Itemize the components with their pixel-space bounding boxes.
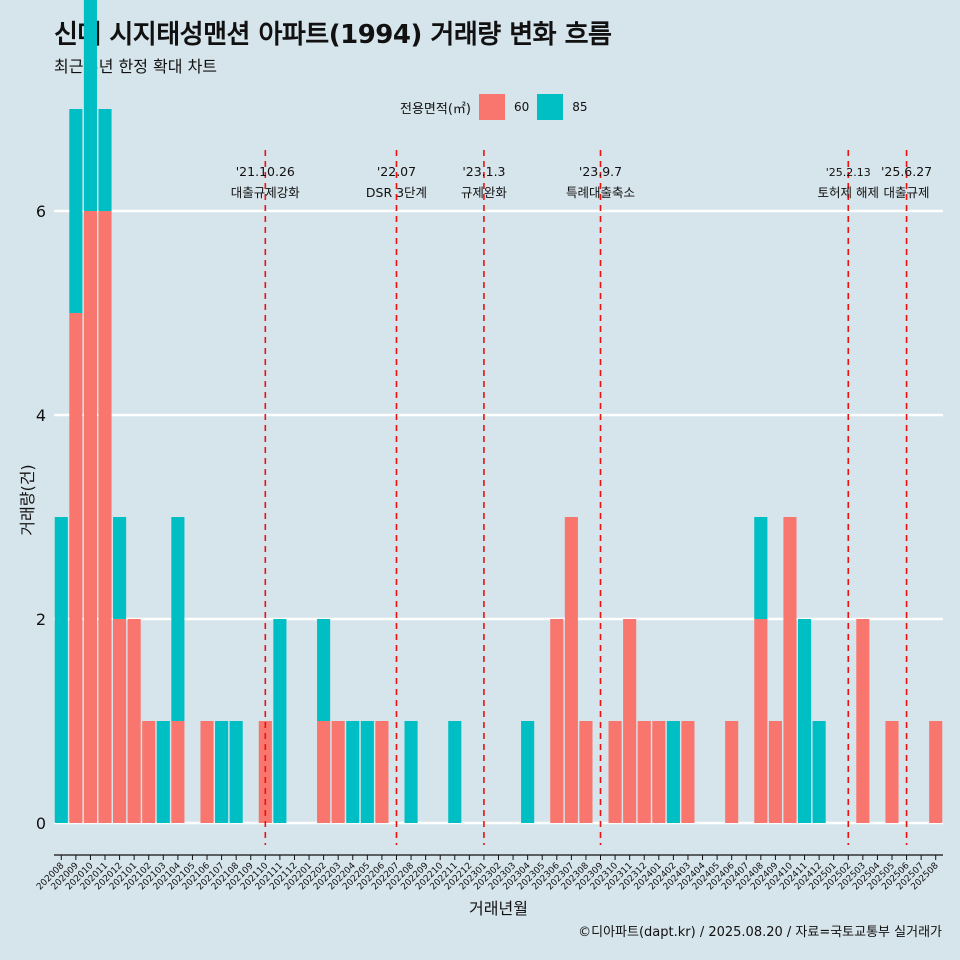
event-date: '25.6.27 — [881, 164, 932, 179]
event-date: '22.07 — [377, 164, 416, 179]
bar-85-202411 — [797, 619, 812, 823]
bar-60-202012 — [113, 619, 127, 823]
source-caption: ©디아파트(dapt.kr) / 2025.08.20 / 자료=국토교통부 실… — [578, 925, 942, 940]
bar-60-202203 — [331, 721, 345, 823]
y-axis-title: 거래량(건) — [18, 464, 37, 535]
bar-60-202307 — [564, 517, 578, 823]
bar-60-202010 — [83, 211, 97, 823]
event-label: 대출규제강화 — [231, 185, 301, 200]
y-tick-label: 4 — [36, 406, 46, 425]
bar-85-202408 — [754, 517, 768, 619]
bar-85-202108 — [229, 721, 243, 823]
legend-swatch-60 — [478, 94, 505, 120]
legend-title: 전용면적(㎡) — [400, 101, 471, 117]
bar-85-202103 — [156, 721, 170, 823]
bar-60-202311 — [623, 619, 637, 823]
legend-label-60: 60 — [513, 100, 530, 114]
bar-85-202211 — [448, 721, 462, 823]
x-axis-title: 거래년월 — [469, 899, 528, 918]
bar-85-202412 — [812, 721, 826, 823]
bar-60-202104 — [171, 721, 185, 823]
bar-85-202205 — [360, 721, 374, 823]
y-tick-label: 2 — [36, 610, 46, 629]
legend-swatch-85 — [537, 94, 564, 120]
bar-85-202208 — [404, 721, 418, 823]
bar-60-202408 — [754, 619, 768, 823]
bar-60-202202 — [317, 721, 331, 823]
bar-60-202312 — [637, 721, 651, 823]
bar-60-202306 — [550, 619, 564, 823]
event-label: DSR 3단계 — [366, 185, 427, 200]
bar-85-202008 — [54, 517, 68, 823]
bar-85-202111 — [273, 619, 287, 823]
bar-60-202409 — [768, 721, 782, 823]
bar-60-202410 — [783, 517, 797, 823]
bar-85-202107 — [215, 721, 229, 823]
bar-85-202010 — [83, 0, 97, 211]
event-date: '23.1.3 — [462, 164, 505, 179]
bar-60-202310 — [608, 721, 622, 823]
bar-60-202406 — [725, 721, 739, 823]
chart-title: 신매 시지태성맨션 아파트(1994) 거래량 변화 흐름 — [54, 20, 612, 50]
bar-60-202401 — [652, 721, 666, 823]
bar-60-202102 — [142, 721, 156, 823]
bar-60-202503 — [856, 619, 870, 823]
event-label: 특례대출축소 — [566, 185, 635, 200]
event-date: '25.2.13 — [826, 166, 871, 179]
bar-60-202106 — [200, 721, 214, 823]
event-label: 규제완화 — [461, 185, 508, 200]
event-date: '23.9.7 — [579, 164, 622, 179]
event-label: 토허제 해제 — [818, 185, 879, 200]
bar-85-202012 — [113, 517, 127, 619]
bar-85-202011 — [98, 109, 112, 211]
bar-60-202505 — [885, 721, 899, 823]
bar-60-202009 — [69, 313, 83, 823]
bar-60-202308 — [579, 721, 593, 823]
event-label: 대출규제 — [884, 185, 930, 200]
y-tick-label: 0 — [36, 814, 46, 833]
legend: 전용면적(㎡) 60 85 — [400, 92, 596, 122]
y-tick-label: 6 — [36, 202, 46, 221]
bar-85-202304 — [521, 721, 535, 823]
bar-85-202204 — [346, 721, 360, 823]
bar-60-202011 — [98, 211, 112, 823]
bar-85-202202 — [317, 619, 331, 721]
bar-60-202508 — [929, 721, 943, 823]
bar-85-202104 — [171, 517, 185, 721]
legend-label-85: 85 — [572, 100, 588, 114]
event-date: '21.10.26 — [236, 164, 295, 179]
bar-85-202009 — [69, 109, 83, 313]
bar-60-202403 — [681, 721, 695, 823]
bar-60-202101 — [127, 619, 141, 823]
bar-60-202206 — [375, 721, 389, 823]
bar-85-202402 — [666, 721, 680, 823]
